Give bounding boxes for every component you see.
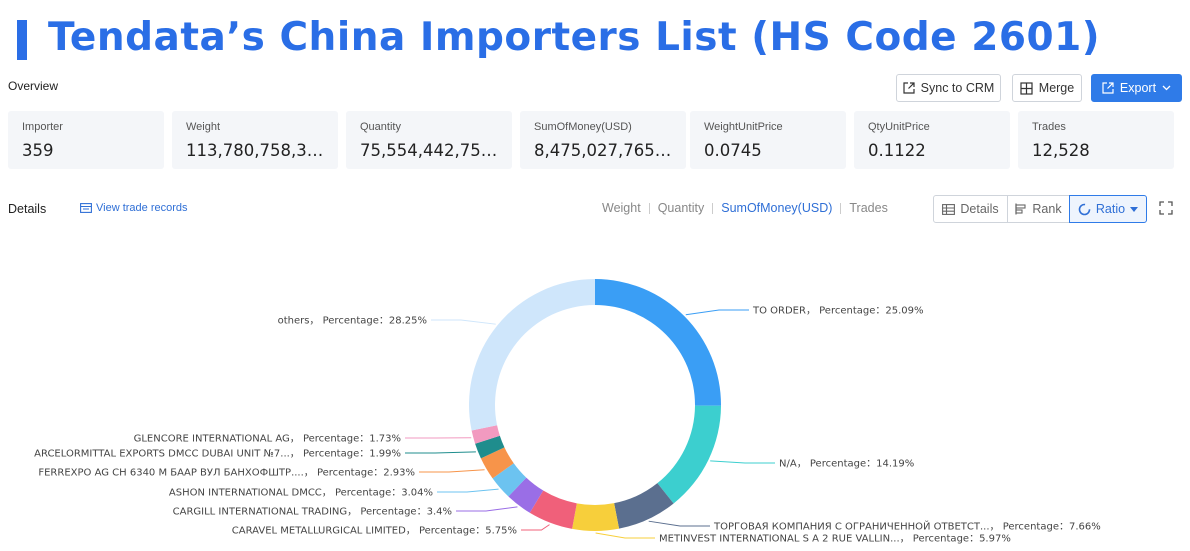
external-link-icon [903,82,915,94]
tab-quantity[interactable]: Quantity [657,201,705,215]
merge-button[interactable]: Merge [1012,74,1082,102]
donut-slice[interactable] [572,503,620,532]
leader-line [685,309,749,316]
view-mode-group: Details Rank Ratio [933,195,1147,223]
slice-label: CARAVEL METALLURGICAL LIMITED， Percentag… [232,526,517,537]
donut-slice[interactable] [508,477,544,513]
details-heading: Details [8,202,47,216]
rank-view-label: Rank [1032,202,1062,216]
slice-label: TO ORDER， Percentage：25.09% [752,306,924,317]
export-icon [1102,82,1114,94]
title-accent-bar [17,20,27,60]
slice-label: ASHON INTERNATIONAL DMCC， Percentage：3.0… [169,488,433,499]
donut-slice[interactable] [471,425,500,444]
stat-label: SumOfMoney(USD) [534,121,632,133]
slice-label: CARGILL INTERNATIONAL TRADING， Percentag… [173,507,452,518]
details-view-label: Details [960,202,999,216]
stat-card-quantity: Quantity 75,554,442,752.... [346,111,512,169]
donut-slice[interactable] [595,279,721,406]
tab-sum-of-money[interactable]: SumOfMoney(USD) [721,201,833,215]
chevron-down-icon [1162,85,1171,91]
stat-card-importer: Importer 359 [8,111,164,169]
stat-card-qty-unit-price: QtyUnitPrice 0.1122 [854,111,1010,169]
fullscreen-icon[interactable] [1159,201,1173,220]
donut-slice[interactable] [614,483,674,529]
caret-down-icon [1130,206,1139,212]
donut-slice[interactable] [469,279,595,431]
metric-tabs: Weight Quantity SumOfMoney(USD) Trades [594,201,896,215]
tab-weight[interactable]: Weight [602,201,641,215]
export-label: Export [1119,81,1157,95]
rank-view-button[interactable]: Rank [1007,195,1070,223]
donut-slice[interactable] [480,447,514,479]
merge-icon [1020,81,1033,95]
slice-label: others， Percentage：28.25% [278,316,427,327]
leader-line [648,520,710,527]
ratio-view-label: Ratio [1095,202,1126,216]
overview-heading: Overview [8,79,59,93]
view-trade-records-label: View trade records [96,202,188,214]
export-button[interactable]: Export [1091,74,1182,102]
records-icon [80,203,92,213]
slice-label: GLENCORE INTERNATIONAL AG， Percentage：1.… [134,434,401,445]
donut-slice[interactable] [492,463,527,497]
leader-line [456,506,518,512]
slice-label: ARCELORMITTAL EXPORTS DMCC DUBAI UNIT №7… [34,449,401,460]
stat-label: Importer [22,121,63,133]
merge-label: Merge [1038,81,1075,95]
leader-line [431,319,496,325]
details-view-button[interactable]: Details [933,195,1008,223]
tab-trades[interactable]: Trades [849,201,888,215]
slice-label: METINVEST INTERNATIONAL S A 2 RUE VALLIN… [659,534,1011,545]
leader-line [419,469,485,473]
leader-line [521,524,550,531]
donut-slice[interactable] [657,405,721,504]
leader-line [710,460,775,464]
stat-label: Weight [186,121,221,133]
bar-rank-icon [1015,203,1026,215]
slice-label: N/A， Percentage：14.19% [779,459,914,470]
view-trade-records-link[interactable]: View trade records [80,202,188,214]
stat-card-weight-unit-price: WeightUnitPrice 0.0745 [690,111,846,169]
donut-icon [1078,203,1091,215]
ratio-view-button[interactable]: Ratio [1069,195,1147,223]
leader-line [595,532,655,539]
sync-to-crm-label: Sync to CRM [920,81,995,95]
leader-line [437,488,499,493]
stat-label: Quantity [360,121,401,133]
tab-separator [648,202,650,214]
tab-separator [840,202,842,214]
donut-slice[interactable] [529,490,577,529]
donut-slice[interactable] [475,435,505,459]
stat-card-sum-of-money: SumOfMoney(USD) 8,475,027,765.45 [520,111,686,169]
stat-card-weight: Weight 113,780,758,32... [172,111,338,169]
page-title: Tendata’s China Importers List (HS Code … [48,15,1101,60]
stat-label: QtyUnitPrice [868,121,930,133]
leader-line [405,451,476,454]
stat-label: WeightUnitPrice [704,121,783,133]
stat-label: Trades [1032,121,1066,133]
slice-label: ТОРГОВАЯ КОМПАНИЯ С ОГРАНИЧЕННОЙ ОТВЕТСТ… [713,520,1101,533]
table-icon [942,203,956,215]
sync-to-crm-button[interactable]: Sync to CRM [896,74,1001,102]
stat-card-trades: Trades 12,528 [1018,111,1174,169]
tab-separator [712,202,714,214]
slice-label: FERREXPO AG CH 6340 M БААР ВУЛ БАНХОФШТР… [38,468,415,479]
